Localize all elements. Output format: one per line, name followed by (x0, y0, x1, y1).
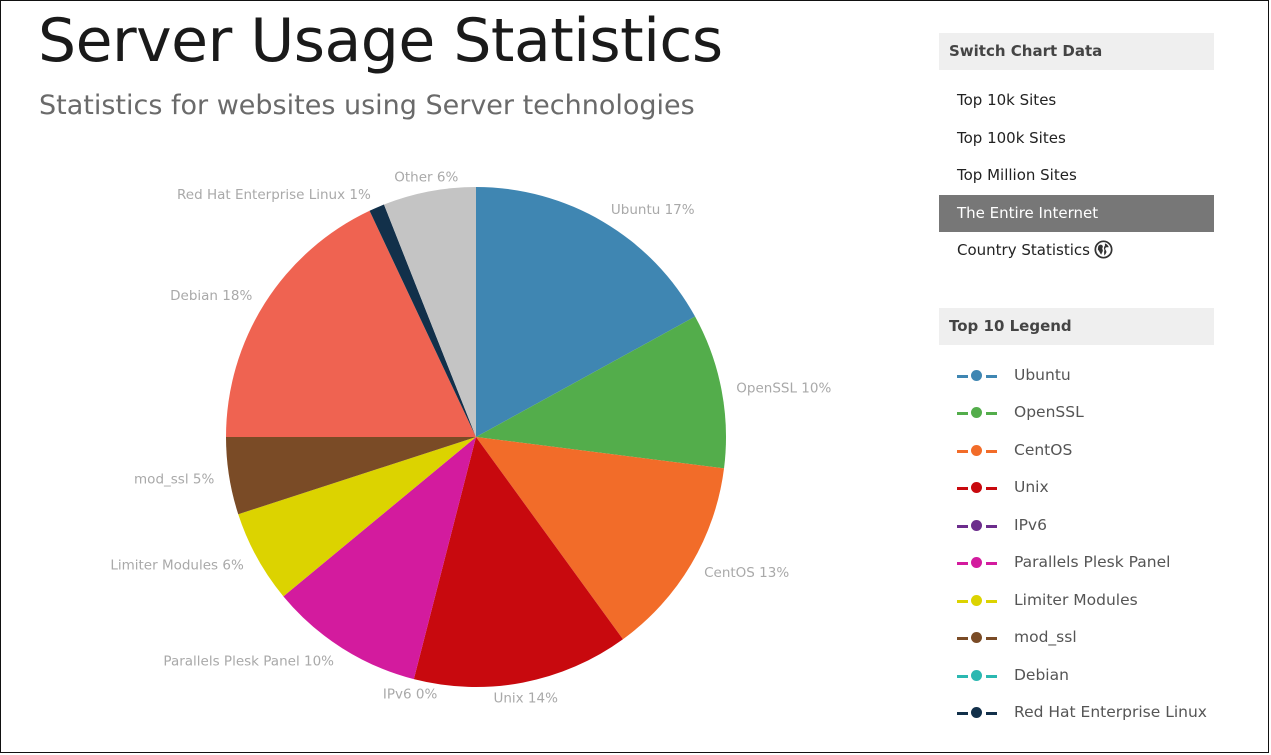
legend-swatch (957, 669, 997, 682)
legend-item-mod-ssl[interactable]: mod_ssl (939, 619, 1214, 657)
pie-slice-debian[interactable] (226, 210, 476, 437)
legend-swatch (957, 444, 997, 457)
legend-label: Unix (1014, 478, 1049, 496)
pie-slice-mod-ssl[interactable] (226, 437, 476, 515)
legend-swatch (957, 632, 997, 644)
pie-label-limiter-modules: Limiter Modules 6% (110, 558, 244, 574)
pie-chart: Ubuntu 17% OpenSSL 10% CentOS 13% Unix 14% I… (110, 170, 831, 707)
legend-swatch (957, 482, 997, 494)
pie-label-openssl: OpenSSL 10% (736, 380, 831, 396)
legend-item-limiter-modules[interactable]: Limiter Modules (939, 582, 1214, 620)
legend-swatch (957, 594, 997, 607)
legend-swatch (957, 369, 997, 382)
legend-swatch (957, 557, 997, 569)
legend-label: Limiter Modules (1014, 590, 1138, 609)
option-label: Country Statistics (957, 241, 1090, 259)
pie-label-red-hat-enterprise-linux: Red Hat Enterprise Linux 1% (177, 187, 371, 203)
legend-item-ubuntu[interactable]: Ubuntu (939, 357, 1214, 395)
option-label: Top 100k Sites (957, 128, 1066, 147)
option-country-statistics[interactable]: Country Statistics (939, 232, 1214, 270)
pie-label-debian: Debian 18% (170, 288, 252, 304)
option-top-10k-sites[interactable]: Top 10k Sites (939, 82, 1214, 120)
legend: Ubuntu OpenSSL CentOS Unix IPv6 Parallel… (939, 357, 1214, 732)
legend-label: Debian (1014, 665, 1069, 684)
sidebar: Switch Chart Data Top 10k Sites Top 100k… (939, 33, 1214, 732)
pie-slice-limiter-modules[interactable] (238, 437, 476, 597)
legend-item-debian[interactable]: Debian (939, 657, 1214, 695)
legend-item-ipv6[interactable]: IPv6 (939, 507, 1214, 545)
legend-item-red-hat-enterprise-linux[interactable]: Red Hat Enterprise Linux (939, 694, 1214, 732)
pie-label-unix: Unix 14% (493, 690, 558, 706)
legend-label: CentOS (1014, 440, 1073, 459)
pie-slice-unix[interactable] (413, 437, 623, 688)
legend-label: IPv6 (1014, 515, 1047, 534)
option-label: The Entire Internet (957, 203, 1099, 222)
legend-item-parallels-plesk-panel[interactable]: Parallels Plesk Panel (939, 544, 1214, 582)
legend-swatch (957, 407, 997, 419)
option-label: Top 10k Sites (957, 91, 1057, 109)
option-entire-internet[interactable]: The Entire Internet (939, 194, 1214, 232)
switch-chart-data-header: Switch Chart Data (939, 33, 1214, 70)
pie-label-ubuntu: Ubuntu 17% (611, 202, 695, 218)
legend-label: mod_ssl (1014, 628, 1077, 646)
pie-label-mod-ssl: mod_ssl 5% (134, 472, 214, 488)
legend-item-openssl[interactable]: OpenSSL (939, 394, 1214, 432)
legend-label: Parallels Plesk Panel (1014, 553, 1171, 571)
pie-slice-other[interactable] (383, 187, 476, 437)
option-top-million-sites[interactable]: Top Million Sites (939, 157, 1214, 195)
chart-data-menu: Top 10k Sites Top 100k Sites Top Million… (939, 82, 1214, 270)
legend-item-centos[interactable]: CentOS (939, 432, 1214, 470)
legend-label: Ubuntu (1014, 365, 1071, 384)
page-title: Server Usage Statistics (38, 6, 723, 76)
legend-swatch (957, 519, 997, 532)
legend-swatch (957, 707, 997, 719)
pie-slice-openssl[interactable] (476, 316, 727, 469)
pie-slice-centos[interactable] (476, 437, 725, 640)
page-subtitle: Statistics for websites using Server tec… (39, 90, 695, 121)
pie-slice-parallels-plesk-panel[interactable] (283, 437, 476, 680)
option-label: Top Million Sites (957, 166, 1077, 184)
pie-label-centos: CentOS 13% (704, 565, 789, 581)
top-10-legend-header: Top 10 Legend (939, 307, 1214, 345)
pie-slice-ubuntu[interactable] (476, 187, 696, 437)
pie-label-other: Other 6% (394, 170, 458, 186)
legend-label: Red Hat Enterprise Linux (1014, 703, 1207, 721)
pie-label-ipv6: IPv6 0% (383, 687, 438, 703)
globe-icon (1094, 236, 1113, 274)
option-top-100k-sites[interactable]: Top 100k Sites (939, 120, 1214, 158)
legend-item-unix[interactable]: Unix (939, 469, 1214, 507)
pie-label-parallels-plesk-panel: Parallels Plesk Panel 10% (163, 654, 334, 670)
legend-label: OpenSSL (1014, 403, 1084, 421)
pie-slice-red-hat-enterprise-linux[interactable] (369, 204, 476, 437)
